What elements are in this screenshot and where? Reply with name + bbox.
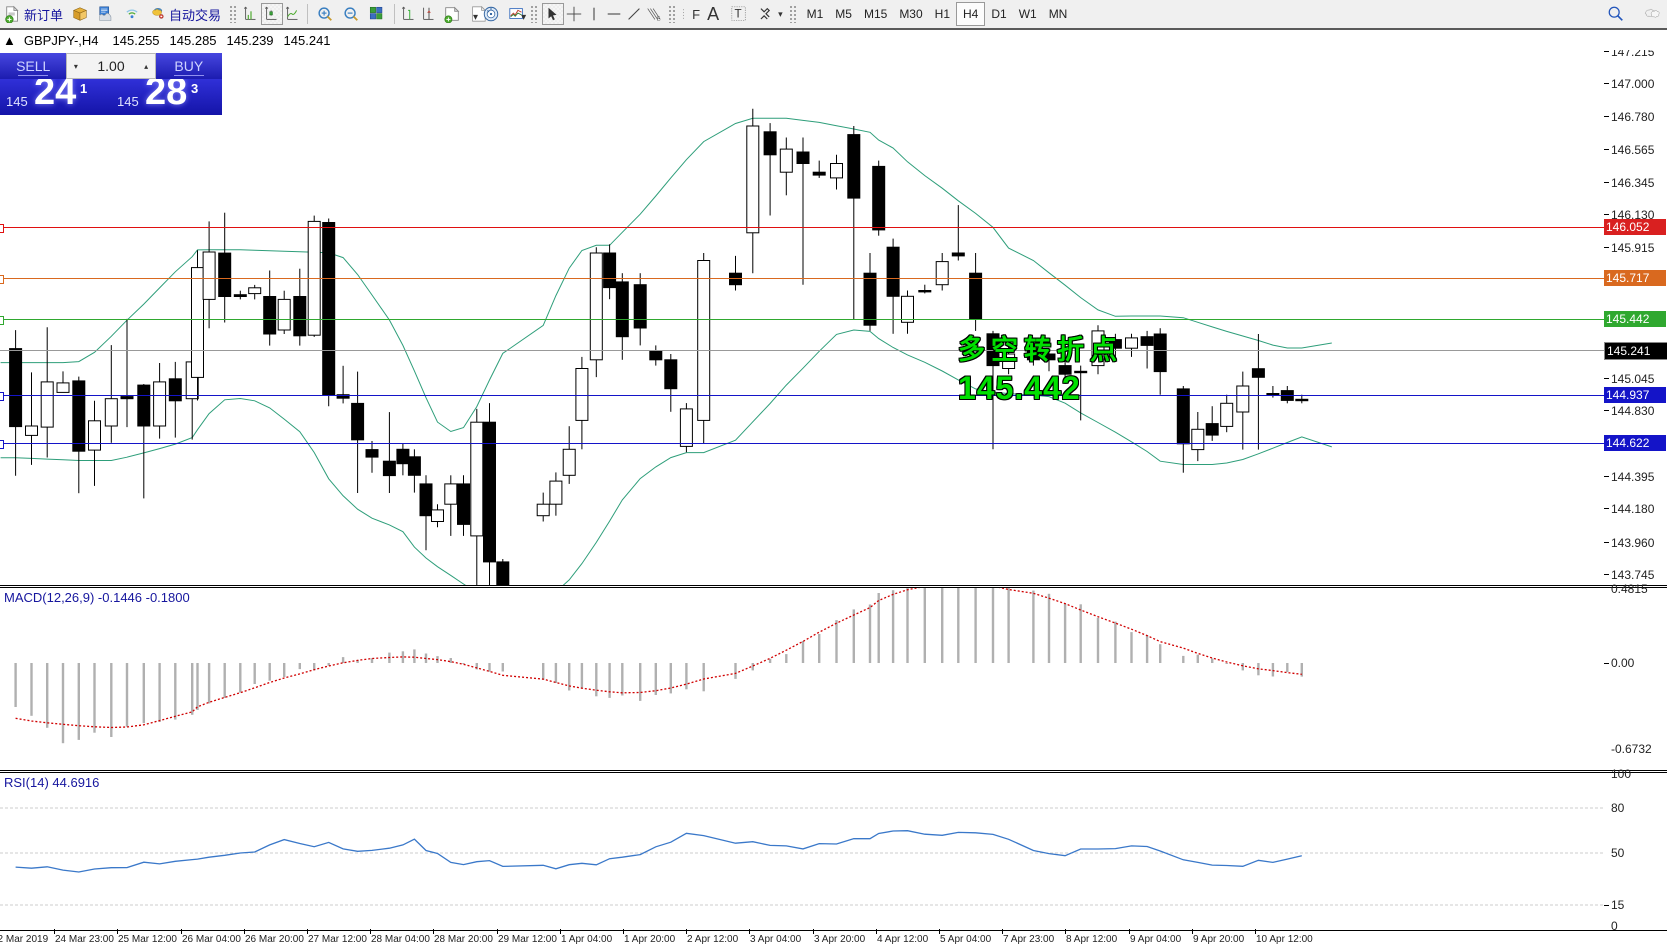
svg-text:E: E bbox=[657, 16, 661, 22]
svg-text:T: T bbox=[735, 8, 742, 21]
